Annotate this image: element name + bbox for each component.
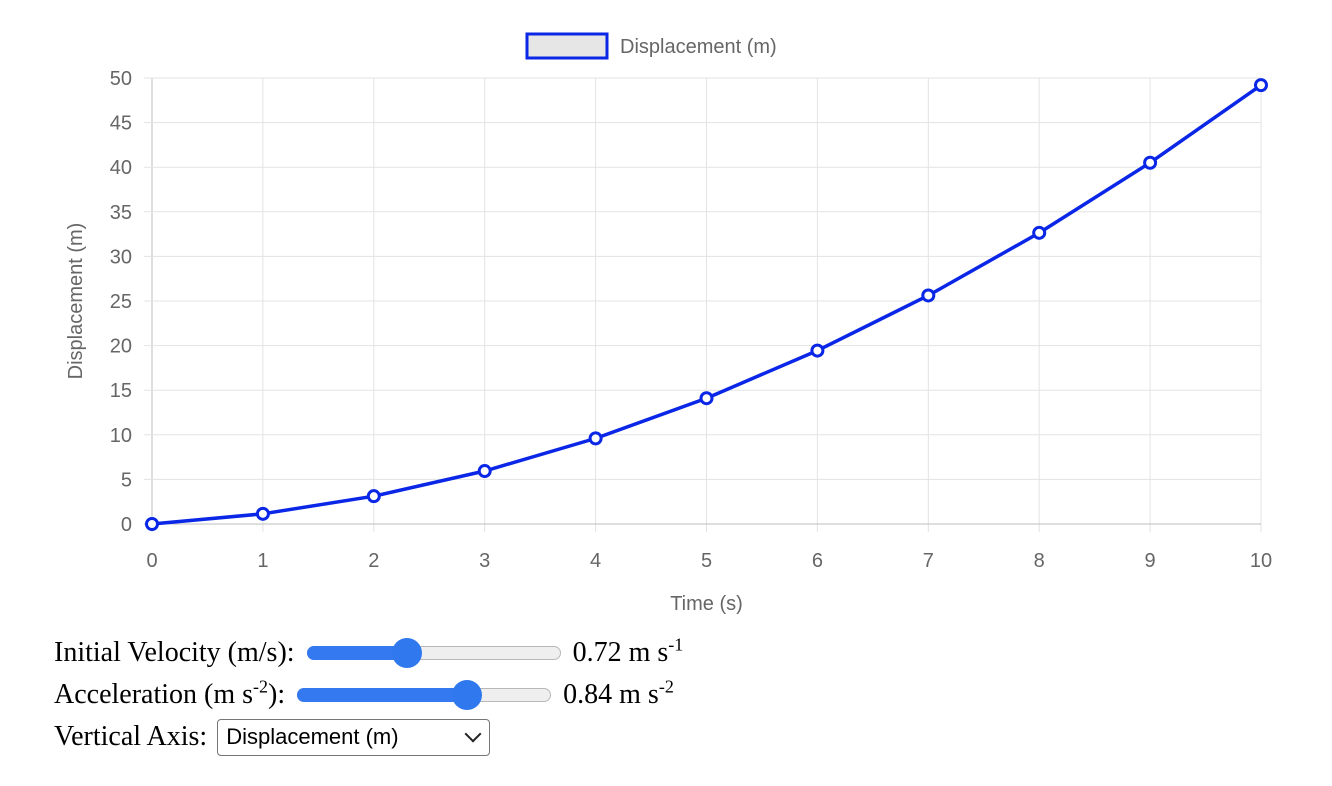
velocity-slider[interactable] [306,638,561,668]
x-tick-label: 7 [923,550,934,572]
slider-thumb[interactable] [451,680,482,710]
data-point[interactable] [1254,78,1268,93]
y-tick-label: 15 [110,380,132,402]
data-point[interactable] [366,489,381,504]
data-point[interactable] [921,288,936,303]
vertical-axis-label: Vertical Axis: [54,721,208,752]
vertical-axis-selected: Displacement (m) [226,724,399,749]
slider-fill [297,688,467,702]
acceleration-value-text: 0.84 m s [563,679,659,710]
acceleration-slider[interactable] [297,680,552,710]
data-point[interactable] [145,517,159,531]
slider-fill [306,646,407,660]
chart-grid [144,77,1262,532]
y-tick-label: 50 [110,68,132,90]
y-tick-label: 20 [110,336,132,358]
x-tick-label: 0 [146,550,157,572]
velocity-value-exponent: -1 [668,634,684,655]
acceleration-value-exponent: -2 [658,676,674,697]
data-point[interactable] [477,464,492,479]
x-tick-label: 6 [812,550,823,572]
y-tick-label: 0 [121,514,132,536]
acceleration-label-text: Acceleration (m s [54,679,254,710]
data-point[interactable] [810,343,825,358]
velocity-label: Initial Velocity (m/s): [54,637,295,668]
x-tick-label: 3 [479,550,490,572]
y-axis-title: Displacement (m) [65,223,87,380]
axis-row: Vertical Axis: Displacement (m) [54,716,683,758]
data-point[interactable] [588,431,603,446]
slider-thumb[interactable] [391,638,422,668]
y-tick-label: 25 [110,291,132,313]
data-point[interactable] [255,506,270,521]
velocity-row: Initial Velocity (m/s): 0.72 m s-1 [54,632,683,674]
acceleration-label-suffix: ): [268,679,286,710]
y-tick-label: 40 [110,157,132,179]
y-tick-label: 45 [110,113,132,135]
x-tick-label: 10 [1250,550,1272,572]
data-point[interactable] [699,391,714,406]
y-tick-label: 10 [110,425,132,447]
chart-area: 0 1 2 3 4 5 6 7 8 9 10 0 5 10 15 20 25 30 35 40 45 50 Time (s)… [65,32,1272,615]
velocity-value: 0.72 m s-1 [573,632,684,674]
data-point[interactable] [1143,155,1158,170]
acceleration-row: Acceleration (m s-2): 0.84 m s-2 [54,674,683,716]
chevron-down-icon [464,725,482,743]
velocity-value-text: 0.72 m s [572,637,669,668]
x-tick-label: 9 [1145,550,1156,572]
x-tick-label: 4 [590,550,601,572]
x-tick-label: 5 [701,550,712,572]
vertical-axis-select[interactable]: Displacement (m) [217,718,491,756]
x-tick-label: 2 [368,550,379,572]
x-tick-label: 8 [1034,550,1045,572]
legend-label[interactable]: Displacement (m) [620,36,777,58]
chart-series [145,78,1268,531]
data-point[interactable] [1032,225,1047,240]
y-tick-label: 35 [110,202,132,224]
chart-legend[interactable]: Displacement (m) [525,32,777,60]
y-tick-label: 30 [110,246,132,268]
x-axis-title: Time (s) [670,593,743,615]
acceleration-label-exponent: -2 [253,676,269,697]
y-tick-label: 5 [121,469,132,491]
controls-panel: Initial Velocity (m/s): 0.72 m s-1 Accel… [54,632,683,758]
legend-swatch[interactable] [525,32,609,60]
acceleration-value: 0.84 m s-2 [563,674,674,716]
acceleration-label: Acceleration (m s-2): [54,674,285,716]
x-tick-label: 1 [257,550,268,572]
